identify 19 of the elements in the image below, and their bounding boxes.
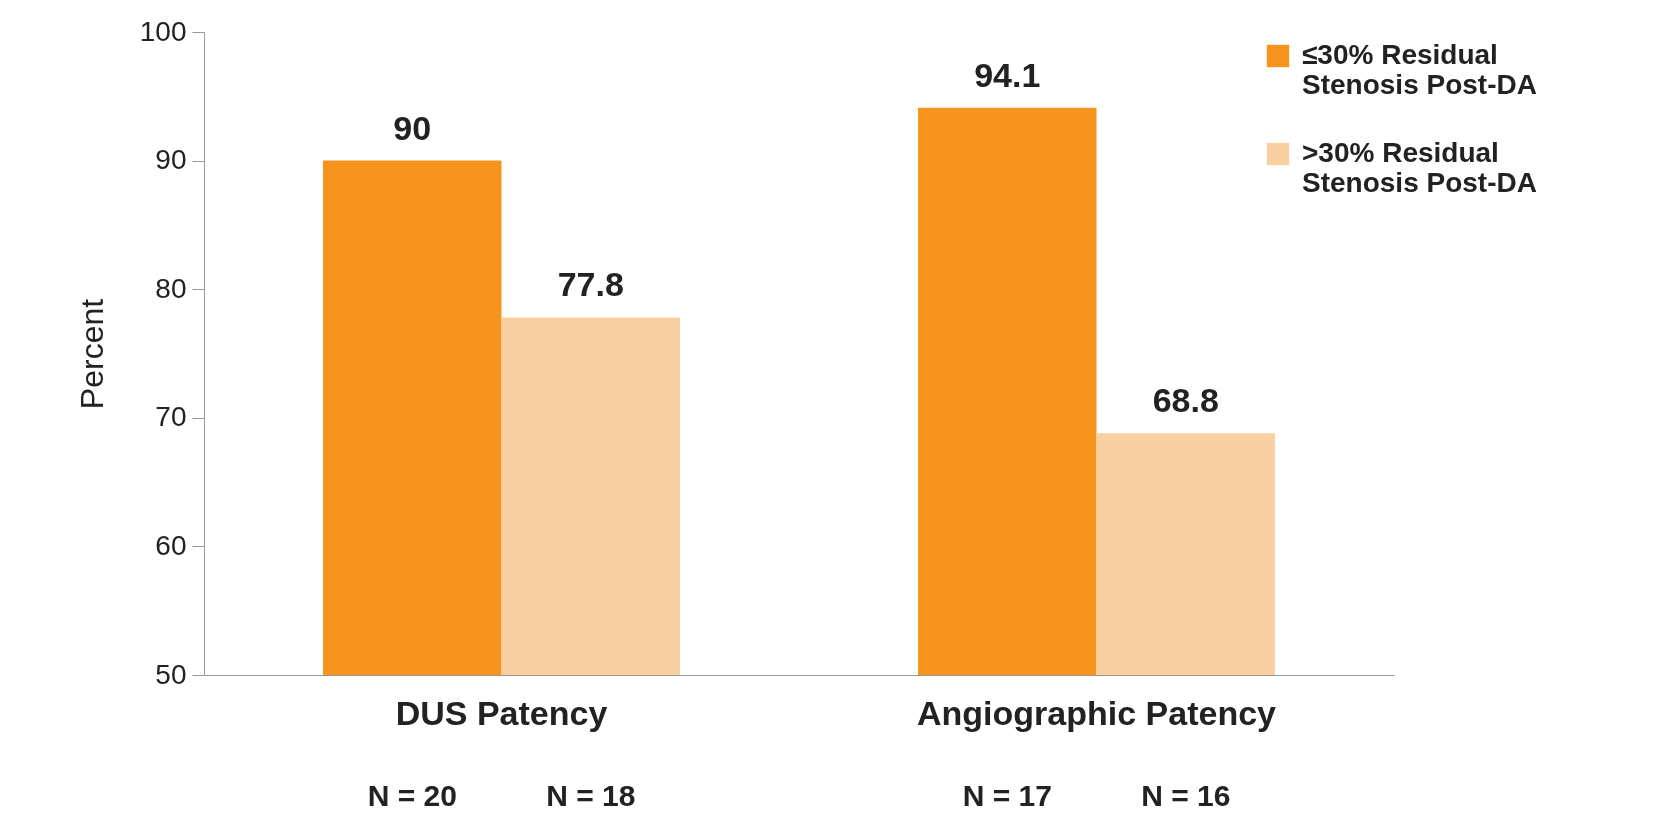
x-tick-label: Angiographic Patency <box>917 693 1277 732</box>
data-label: 77.8 <box>557 265 624 304</box>
text: N = 18 <box>546 779 636 812</box>
y-axis-title: Percent <box>73 298 110 410</box>
data-label: 94.1 <box>974 55 1041 94</box>
data-label: 68.8 <box>1152 381 1219 420</box>
text: N = 20 <box>367 779 457 812</box>
text: N = 17 <box>962 779 1052 812</box>
x-tick-label: DUS Patency <box>395 693 608 732</box>
y-tick-label: 90 <box>155 144 187 176</box>
y-tick-label: 50 <box>155 658 187 690</box>
legend-label: >30% Residual Stenosis Post-DA <box>1302 137 1537 198</box>
text: N = 16 <box>1141 779 1231 812</box>
y-tick-label: 80 <box>155 272 187 304</box>
y-tick-label: 60 <box>155 529 187 561</box>
legend-label: ≤30% Residual Stenosis Post-DA <box>1302 39 1537 100</box>
y-tick-label: 70 <box>155 401 187 433</box>
y-tick-label: 100 <box>139 15 187 47</box>
data-label: 90 <box>393 108 432 147</box>
